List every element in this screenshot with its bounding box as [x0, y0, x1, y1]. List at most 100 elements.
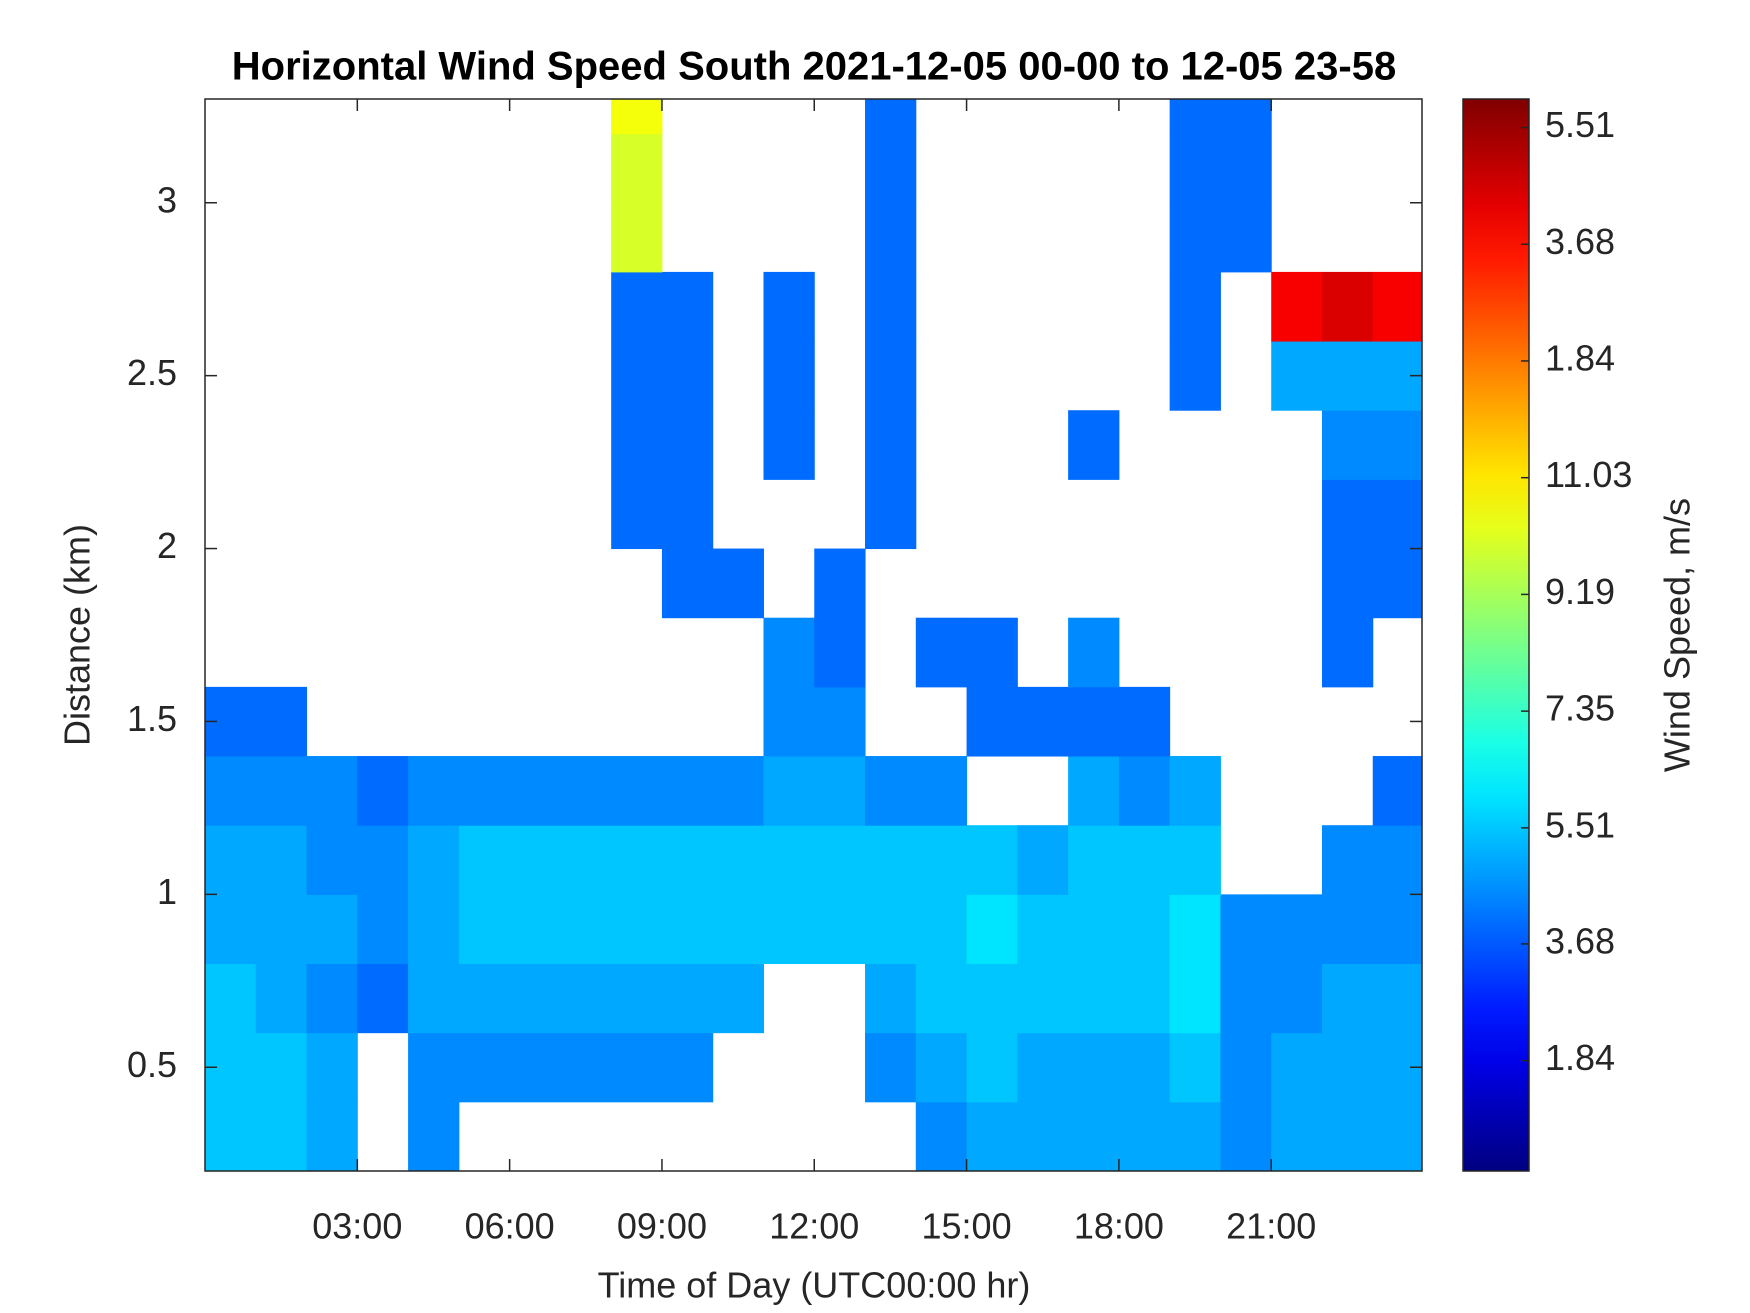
- heat-cell: [1068, 894, 1120, 965]
- x-tick-label: 03:00: [312, 1206, 402, 1247]
- heat-cell: [712, 825, 764, 895]
- heat-cell: [611, 756, 663, 826]
- heat-cell: [509, 825, 561, 895]
- colorbar-tick-label: 7.35: [1545, 688, 1615, 729]
- heat-cell: [1321, 341, 1374, 411]
- heat-cell: [915, 617, 968, 688]
- heat-cell: [1068, 410, 1120, 480]
- heat-cell: [611, 99, 663, 135]
- heat-cell: [712, 963, 764, 1034]
- heat-cell: [1068, 1032, 1120, 1103]
- heat-cell: [661, 963, 714, 1034]
- heat-cell: [966, 1032, 1018, 1103]
- heat-cell: [865, 341, 917, 411]
- heat-cell: [458, 825, 511, 895]
- heat-cell: [814, 825, 866, 895]
- colorbar: [1462, 98, 1530, 1172]
- heat-cell: [1169, 99, 1221, 135]
- heat-cell: [1220, 1101, 1272, 1172]
- heat-cell: [915, 825, 968, 895]
- heat-cell: [763, 756, 815, 826]
- heat-cell: [763, 825, 815, 895]
- heat-cell: [611, 963, 663, 1034]
- heat-cell: [915, 963, 968, 1034]
- y-axis-label: Distance (km): [57, 524, 98, 746]
- heat-cell: [255, 825, 308, 895]
- heat-cell: [357, 894, 409, 965]
- heat-cell: [611, 479, 663, 550]
- heat-cell: [255, 686, 308, 757]
- heat-cell: [458, 1032, 511, 1103]
- heat-cell: [1321, 894, 1374, 965]
- heat-cell: [814, 617, 866, 688]
- heat-cell: [306, 756, 358, 826]
- heat-cell: [1169, 1101, 1221, 1172]
- heat-cell: [966, 686, 1018, 757]
- heat-cell: [1017, 1032, 1069, 1103]
- heat-cell: [1321, 1032, 1374, 1103]
- heat-cell: [1118, 686, 1171, 757]
- heat-cell: [1220, 133, 1272, 204]
- heat-cell: [1372, 894, 1423, 965]
- heat-cell: [865, 202, 917, 273]
- heat-cell: [1169, 202, 1221, 273]
- heat-cell: [1169, 1032, 1221, 1103]
- heat-cell: [1118, 1101, 1171, 1172]
- heat-cell: [1321, 825, 1374, 895]
- heat-cell: [1271, 1032, 1323, 1103]
- heat-cell: [1118, 825, 1171, 895]
- heat-cell: [560, 963, 612, 1034]
- heat-cell: [1169, 341, 1221, 411]
- heat-cell: [1271, 271, 1323, 342]
- colorbar-tick-label: 1.84: [1545, 337, 1615, 378]
- x-tick-label: 21:00: [1226, 1206, 1316, 1247]
- heat-cell: [1271, 1101, 1323, 1172]
- heat-cell: [1017, 1101, 1069, 1172]
- heat-cell: [915, 1101, 968, 1172]
- heat-cell: [1118, 963, 1171, 1034]
- heat-cell: [661, 756, 714, 826]
- y-tick-label: 1: [157, 871, 177, 912]
- colorbar-tick-label: 1.84: [1545, 1037, 1615, 1078]
- heat-cell: [712, 894, 764, 965]
- heat-cell: [966, 963, 1018, 1034]
- colorbar-tick-label: 5.51: [1545, 804, 1615, 845]
- heat-cell: [357, 825, 409, 895]
- heat-cell: [1068, 756, 1120, 826]
- heat-cell: [509, 1032, 561, 1103]
- heat-cell: [865, 479, 917, 550]
- heat-cell: [814, 756, 866, 826]
- heat-cell: [661, 1032, 714, 1103]
- heat-cell: [1321, 963, 1374, 1034]
- heat-cell: [255, 963, 308, 1034]
- heat-cell: [1220, 894, 1272, 965]
- colorbar-tick-label: 5.51: [1545, 104, 1615, 145]
- heat-cell: [357, 756, 409, 826]
- heat-cell: [915, 756, 968, 826]
- x-tick-label: 15:00: [922, 1206, 1012, 1247]
- heat-cell: [408, 1101, 460, 1172]
- heat-cell: [763, 410, 815, 480]
- heat-cell: [661, 825, 714, 895]
- heat-cell: [865, 1032, 917, 1103]
- colorbar-tick-label: 3.68: [1545, 221, 1615, 262]
- heat-cell: [1169, 894, 1221, 965]
- heat-cell: [661, 341, 714, 411]
- heat-cell: [966, 894, 1018, 965]
- colorbar-label: Wind Speed, m/s: [1657, 498, 1698, 772]
- heat-cell: [408, 825, 460, 895]
- heat-cell: [865, 133, 917, 204]
- heat-cell: [1118, 756, 1171, 826]
- heat-cell: [915, 1032, 968, 1103]
- heat-cell: [408, 1032, 460, 1103]
- x-axis-label: Time of Day (UTC00:00 hr): [598, 1265, 1031, 1306]
- x-tick-label: 18:00: [1074, 1206, 1164, 1247]
- heat-cell: [1169, 963, 1221, 1034]
- heat-cell: [865, 825, 917, 895]
- heat-cell: [611, 825, 663, 895]
- heat-cell: [408, 894, 460, 965]
- heat-cell: [306, 1101, 358, 1172]
- heat-cell: [1220, 963, 1272, 1034]
- heat-cell: [509, 963, 561, 1034]
- heat-cell: [1372, 1101, 1423, 1172]
